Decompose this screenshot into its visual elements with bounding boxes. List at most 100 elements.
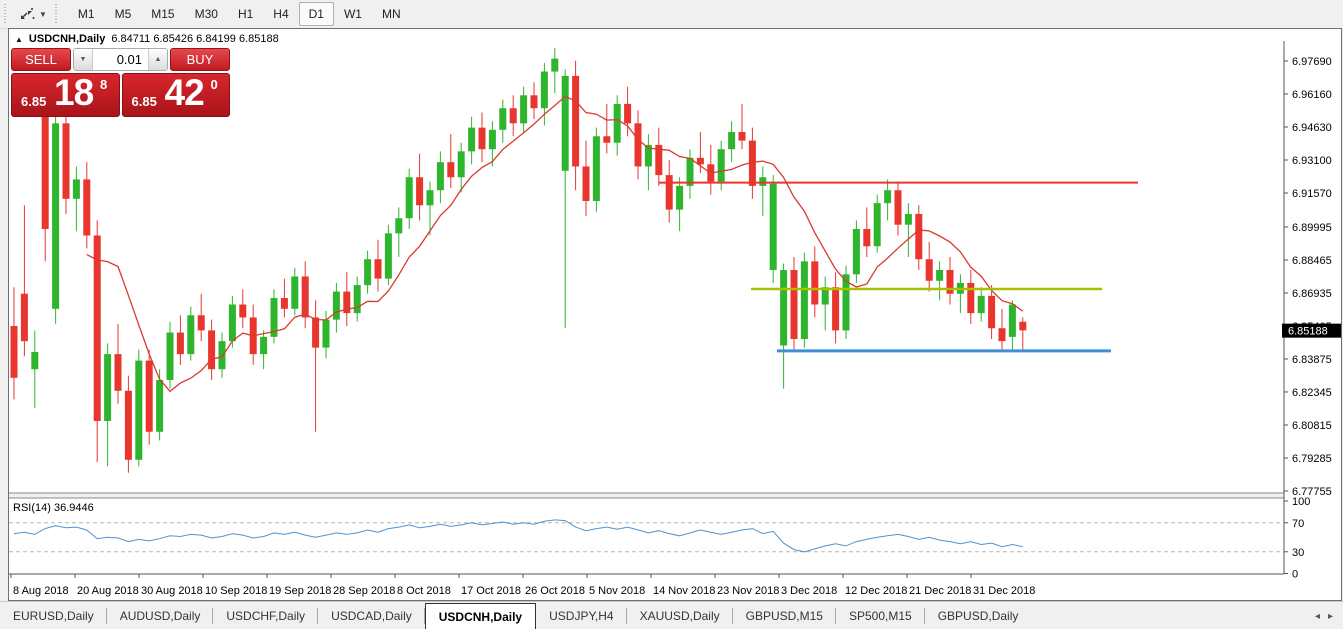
date-axis-label: 8 Oct 2018 <box>397 585 451 597</box>
price-axis-label: 6.93100 <box>1292 155 1332 167</box>
candle-body <box>104 354 112 421</box>
candle-body <box>603 136 611 143</box>
candle-body <box>62 123 70 199</box>
volume-decrease-button[interactable]: ▼ <box>74 49 93 70</box>
timeframe-button-m15[interactable]: M15 <box>151 7 175 21</box>
candle-body <box>582 166 590 201</box>
date-axis-label: 10 Sep 2018 <box>205 585 267 597</box>
chart-tab-usdchf-daily[interactable]: USDCHF,Daily <box>213 602 318 629</box>
toolbar-gripper[interactable] <box>3 4 8 24</box>
candle-body <box>894 190 902 225</box>
candle-body <box>676 185 684 210</box>
candle-body <box>624 103 632 124</box>
volume-increase-button[interactable]: ▲ <box>148 49 167 70</box>
candle-body <box>343 291 351 314</box>
candle-body <box>769 183 777 270</box>
candle-body <box>946 269 954 294</box>
timeframe-button-h4[interactable]: H4 <box>273 7 289 21</box>
timeframe-toolbar: ▼ M1 M5 M15 M30 H1 H4 D1 W1 MN <box>0 0 1343 29</box>
candle-body <box>728 131 736 150</box>
candle-body <box>93 235 101 421</box>
current-price-marker <box>1282 323 1341 338</box>
chart-tab-xauusd-daily[interactable]: XAUUSD,Daily <box>627 602 733 629</box>
sell-button[interactable]: SELL <box>11 48 71 71</box>
date-axis-label: 5 Nov 2018 <box>589 585 645 597</box>
candle-body <box>738 131 746 141</box>
tab-scroll-left-icon[interactable]: ◂ <box>1314 610 1320 622</box>
price-axis-label: 6.83875 <box>1292 354 1332 366</box>
timeframe-button-mn[interactable]: MN <box>381 7 401 21</box>
chart-tab-bar: EURUSD,Daily AUDUSD,Daily USDCHF,Daily USDC… <box>0 601 1343 629</box>
candle-body <box>280 298 288 309</box>
candle-body <box>10 326 18 378</box>
timeframe-button-m5[interactable]: M5 <box>114 7 132 21</box>
candle-body <box>416 177 424 206</box>
date-axis-label: 21 Dec 2018 <box>909 585 971 597</box>
candle-body <box>520 95 528 124</box>
timeframe-button-m1[interactable]: M1 <box>77 7 95 21</box>
candle-body <box>884 190 892 204</box>
candle-body <box>239 304 247 318</box>
price-axis-label: 6.89995 <box>1292 222 1332 234</box>
collapse-panel-icon[interactable]: ▲ <box>15 34 23 44</box>
rsi-scale-label: 100 <box>1292 496 1310 508</box>
date-axis-label: 14 Nov 2018 <box>653 585 715 597</box>
candle-body <box>499 108 507 130</box>
chart-tools-button[interactable]: ▼ <box>15 4 51 24</box>
timeframe-button-w1[interactable]: W1 <box>343 7 362 21</box>
chart-shift-icon <box>21 8 35 19</box>
bid-price-point: 8 <box>100 77 108 92</box>
date-axis-label: 8 Aug 2018 <box>13 585 69 597</box>
chart-tab-usdcad-daily[interactable]: USDCAD,Daily <box>318 602 425 629</box>
chevron-down-icon: ▼ <box>39 9 47 19</box>
candle-body <box>260 336 268 355</box>
candle-body <box>468 127 476 152</box>
buy-button[interactable]: BUY <box>170 48 230 71</box>
candle-body <box>852 229 860 275</box>
price-chart[interactable]: 6.97690 6.96160 6.94630 6.93100 6.91570 6.899… <box>9 41 1342 600</box>
candle-body <box>135 360 143 460</box>
ask-quote-panel[interactable]: 6.85 42 0 <box>121 72 230 117</box>
chart-tab-audusd-daily[interactable]: AUDUSD,Daily <box>107 602 214 629</box>
date-axis-label: 26 Oct 2018 <box>525 585 585 597</box>
price-axis-label: 6.86935 <box>1292 288 1332 300</box>
candle-body <box>821 287 829 305</box>
chart-tab-eurusd-daily[interactable]: EURUSD,Daily <box>0 602 107 629</box>
candle-body <box>301 276 309 318</box>
price-axis-label: 6.94630 <box>1292 122 1332 134</box>
timeframe-button-h1[interactable]: H1 <box>237 7 254 21</box>
candle-body <box>904 213 912 225</box>
chart-window: ▲ USDCNH,Daily 6.84711 6.85426 6.84199 6… <box>8 28 1342 601</box>
volume-input[interactable]: 0.01 <box>116 52 142 67</box>
candle-body <box>145 360 153 432</box>
candle-body <box>228 304 236 342</box>
chart-tab-gbpusd-m15[interactable]: GBPUSD,M15 <box>733 602 837 629</box>
bid-quote-panel[interactable]: 6.85 18 8 <box>11 72 120 117</box>
chart-symbol-title: USDCNH,Daily <box>28 33 106 45</box>
candle-body <box>478 127 486 150</box>
candle-body <box>124 390 132 460</box>
candle-body <box>592 136 600 201</box>
candle-body <box>353 285 361 314</box>
chart-tab-usdjpy-h4[interactable]: USDJPY,H4 <box>536 602 628 629</box>
price-axis-label: 6.77755 <box>1292 486 1332 498</box>
chart-tab-usdcnh-daily[interactable]: USDCNH,Daily <box>424 603 537 629</box>
candle-body <box>436 162 444 191</box>
timeframe-button-m30[interactable]: M30 <box>194 7 218 21</box>
candle-body <box>187 315 195 355</box>
date-axis-label: 30 Aug 2018 <box>141 585 203 597</box>
current-price-label: 6.85188 <box>1288 326 1328 338</box>
chart-tab-gbpusd-daily[interactable]: GBPUSD,Daily <box>937 609 1019 623</box>
chart-tab-sp500-m15[interactable]: SP500,M15 <box>836 602 925 629</box>
timeframe-button-d1[interactable]: D1 <box>298 2 334 26</box>
candle-body <box>977 295 985 314</box>
tab-scroll-right-icon[interactable]: ▸ <box>1327 610 1333 622</box>
candle-body <box>322 319 330 348</box>
ask-price-point: 0 <box>210 77 218 92</box>
candle-body <box>551 58 559 72</box>
one-click-trade-panel: SELL ▼ 0.01 ▲ BUY 6.85 18 8 6.85 42 0 <box>11 48 230 117</box>
candle-body <box>748 140 756 186</box>
candle-body <box>811 261 819 305</box>
candle-body <box>20 293 28 342</box>
